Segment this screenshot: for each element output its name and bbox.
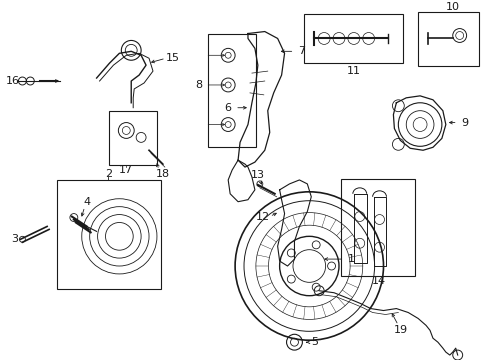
Text: 16: 16 (5, 76, 20, 86)
Text: 15: 15 (166, 53, 180, 63)
Text: 5: 5 (311, 337, 318, 347)
Text: 18: 18 (156, 169, 170, 179)
Text: 6: 6 (225, 103, 232, 113)
Text: 8: 8 (195, 80, 202, 90)
Text: 3: 3 (11, 234, 18, 244)
Text: 14: 14 (371, 276, 386, 286)
Text: 13: 13 (251, 170, 265, 180)
Text: 17: 17 (119, 165, 133, 175)
Text: 9: 9 (461, 118, 468, 127)
Text: 4: 4 (83, 197, 90, 207)
Text: 1: 1 (347, 254, 354, 264)
Text: 12: 12 (256, 212, 270, 221)
Text: 11: 11 (347, 66, 361, 76)
Text: 7: 7 (298, 46, 305, 56)
Bar (57, 180, 161, 289)
Text: 19: 19 (394, 325, 408, 335)
Text: 2: 2 (105, 169, 112, 179)
Text: 10: 10 (446, 2, 460, 12)
Bar (418, 12, 480, 66)
Bar (208, 33, 256, 147)
Bar (304, 14, 403, 63)
Bar (341, 179, 415, 276)
Bar (109, 111, 157, 165)
